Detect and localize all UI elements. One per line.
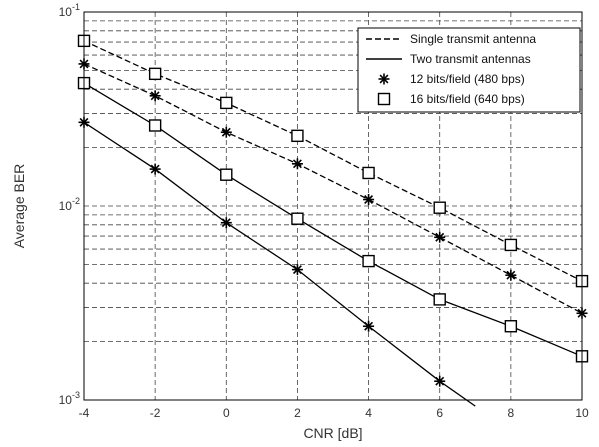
star-marker	[434, 375, 446, 387]
y-tick-label: 10-3	[59, 390, 80, 407]
legend-label: Two transmit antennas	[410, 52, 531, 66]
star-marker	[291, 158, 303, 170]
star-marker	[149, 90, 161, 102]
square-marker	[362, 254, 375, 268]
series-line	[83, 63, 583, 314]
star-marker	[220, 217, 232, 229]
series-two-star	[78, 116, 476, 407]
x-tick-label: 8	[508, 406, 515, 420]
legend-label: Single transmit antenna	[410, 32, 536, 46]
square-marker	[433, 293, 446, 306]
legend-label: 12 bits/field (480 bps)	[410, 72, 525, 86]
y-axis-label: Average BER	[11, 164, 27, 249]
square-marker	[362, 166, 375, 180]
x-tick-label: 10	[575, 406, 589, 420]
square-marker	[291, 212, 304, 225]
x-tick-label: -2	[150, 406, 161, 420]
x-tick-label: -4	[79, 406, 90, 420]
star-marker	[291, 264, 303, 276]
legend: Single transmit antenna Two transmit ante…	[357, 27, 581, 113]
x-tick-label: 4	[365, 406, 372, 420]
legend-label: 16 bits/field (640 bps)	[410, 92, 525, 106]
star-marker	[363, 194, 375, 206]
plot-frame	[83, 11, 583, 401]
star-marker	[434, 231, 446, 243]
star-marker	[505, 269, 517, 281]
square-marker	[148, 67, 162, 81]
square-marker	[377, 92, 391, 106]
x-tick-label: 0	[223, 406, 230, 420]
y-tick-label: 10-1	[59, 2, 80, 19]
square-marker	[504, 238, 518, 252]
legend-entry: Single transmit antenna	[366, 32, 536, 46]
y-tick-labels: 10-3 10-2 10-1	[59, 2, 80, 407]
square-marker	[148, 119, 162, 132]
square-marker	[220, 96, 233, 110]
square-marker	[433, 201, 446, 214]
y-tick-label: 10-2	[59, 196, 80, 213]
series-line	[83, 40, 583, 282]
square-marker	[504, 320, 518, 333]
x-tick-label: 6	[436, 406, 443, 420]
star-marker	[220, 126, 232, 138]
legend-box	[357, 27, 581, 113]
star-marker	[149, 163, 161, 175]
series-line	[83, 82, 583, 357]
legend-entry: 12 bits/field (480 bps)	[378, 72, 525, 86]
square-marker	[220, 168, 233, 181]
star-marker	[378, 73, 390, 85]
legend-entry: 16 bits/field (640 bps)	[377, 92, 525, 106]
legend-entry: Two transmit antennas	[366, 52, 531, 66]
x-tick-label: 2	[294, 406, 301, 420]
star-marker	[363, 320, 375, 332]
x-tick-labels: -4 -2 0 2 4 6 8 10	[79, 406, 589, 420]
x-axis-label: CNR [dB]	[303, 425, 362, 441]
square-marker	[291, 129, 304, 143]
